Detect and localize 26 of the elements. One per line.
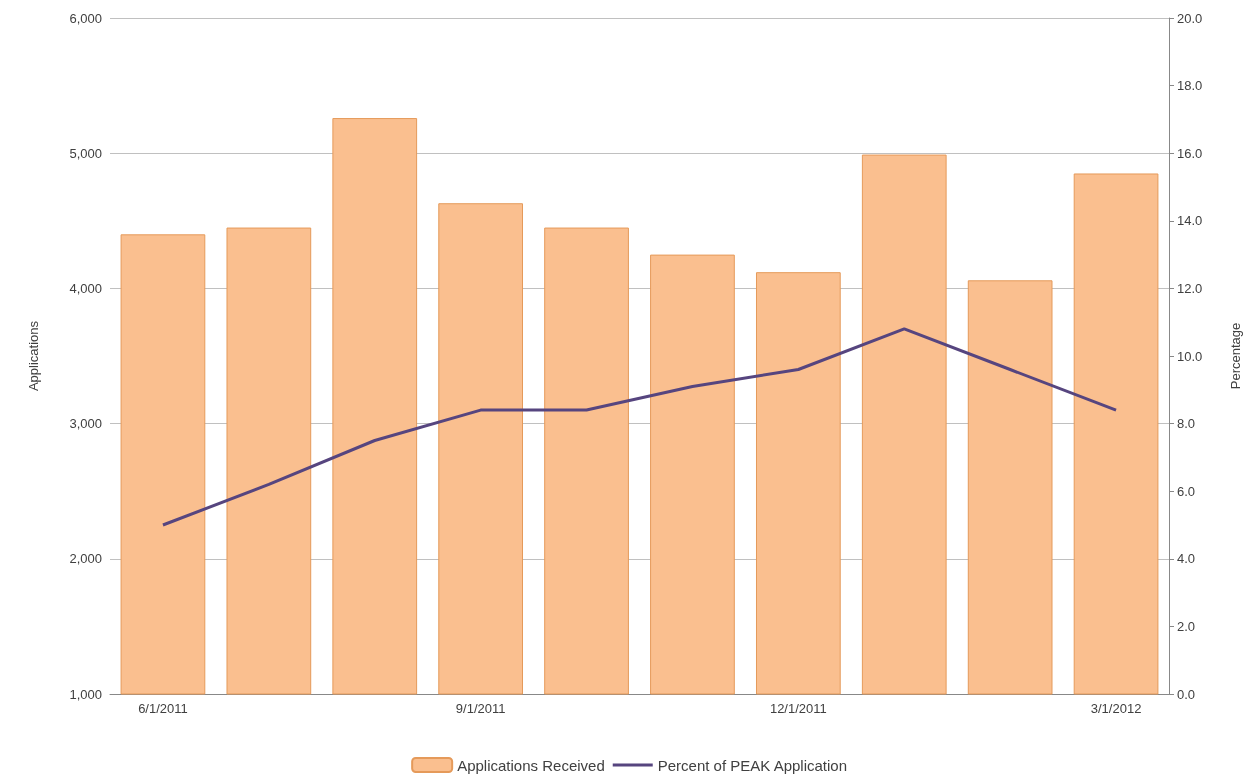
legend-label: Percent of PEAK Application (657, 756, 848, 774)
y2-axis-title: Percentage (1228, 322, 1243, 390)
y2-tick-label: 6.0 (1177, 483, 1196, 499)
x-tick-label: 6/1/2011 (138, 701, 188, 716)
y-axis-title: Applications (26, 320, 41, 392)
y-tick-label: 3,000 (69, 416, 102, 432)
y-tick-label: 2,000 (69, 551, 102, 567)
x-tick-label: 12/1/2011 (769, 701, 827, 716)
y2-tick-label: 12.0 (1177, 280, 1203, 296)
x-tick-label: 9/1/2011 (455, 701, 506, 716)
y-tick-label: 5,000 (69, 145, 102, 161)
y-tick-label: 4,000 (69, 280, 102, 296)
y2-tick-label: 14.0 (1177, 213, 1203, 229)
y2-tick-label: 4.0 (1177, 551, 1196, 567)
y2-tick-label: 2.0 (1177, 618, 1196, 634)
y2-tick-label: 20.0 (1177, 10, 1203, 26)
x-tick-label: 3/1/2012 (1090, 701, 1142, 716)
legend-label: Applications Received (457, 756, 605, 774)
y2-tick-label: 16.0 (1177, 145, 1203, 161)
y2-tick-label: 8.0 (1177, 416, 1196, 432)
y2-tick-label: 18.0 (1177, 78, 1203, 94)
y-tick-label: 6,000 (69, 10, 102, 26)
y2-tick-label: 10.0 (1177, 348, 1203, 364)
y-tick-label: 1,000 (69, 686, 102, 702)
line-series (161, 327, 1118, 527)
y2-tick-label: 0.0 (1177, 686, 1196, 702)
